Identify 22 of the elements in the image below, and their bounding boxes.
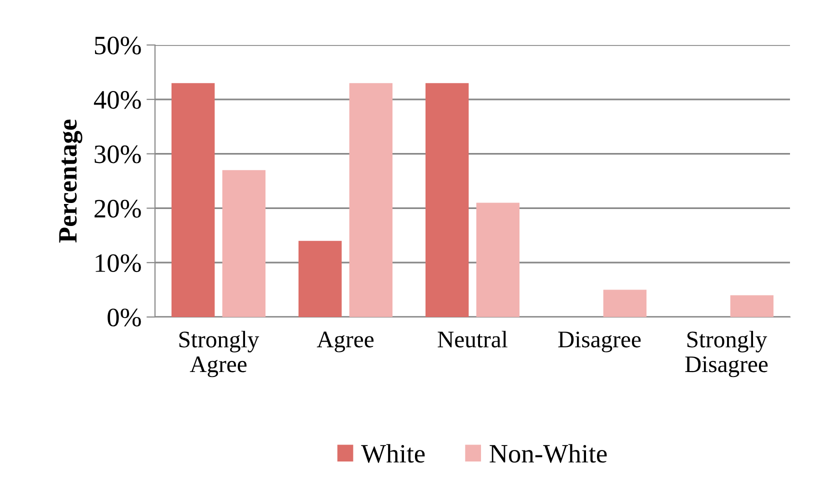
x-tick-label: Strongly Disagree: [685, 330, 768, 378]
y-tick-label: 40%: [94, 91, 141, 109]
x-tick-label: Disagree: [558, 332, 641, 352]
x-tick-label: Neutral: [438, 330, 508, 348]
bar: [476, 202, 520, 317]
y-tick-label: 10%: [96, 254, 141, 272]
legend-label: Non-White: [490, 444, 607, 463]
y-tick-label: 50%: [94, 36, 141, 54]
legend-label: White: [361, 444, 425, 463]
bar: [172, 83, 215, 317]
y-axis-title: Percentage: [59, 120, 82, 243]
y-tick-label: 20%: [94, 200, 141, 218]
y-tick-label: 30%: [94, 145, 141, 164]
bar: [730, 295, 774, 317]
x-tick-label: Strongly Agree: [179, 330, 260, 378]
bar: [222, 170, 266, 317]
bar: [349, 83, 392, 317]
bar: [426, 83, 469, 317]
y-tick-label: 0%: [108, 308, 141, 326]
x-tick-label: Agree: [316, 332, 374, 352]
bar: [298, 240, 342, 317]
bar: [603, 290, 646, 317]
